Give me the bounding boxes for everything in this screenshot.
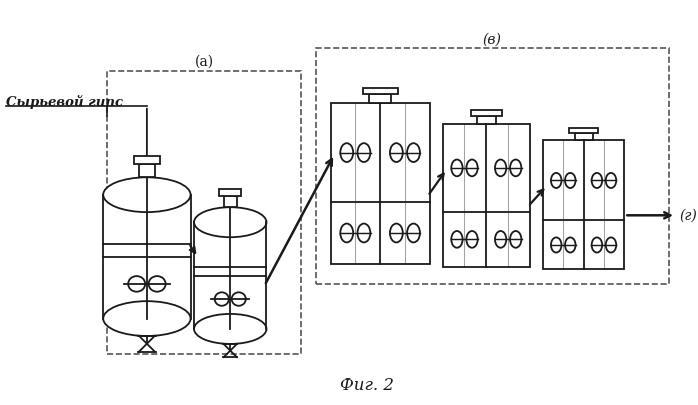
- Ellipse shape: [103, 301, 191, 336]
- Ellipse shape: [495, 231, 506, 248]
- Text: (в): (в): [483, 32, 502, 46]
- Bar: [315, 48, 669, 284]
- Ellipse shape: [194, 314, 267, 344]
- Bar: [194, 222, 267, 329]
- Ellipse shape: [232, 292, 246, 306]
- Bar: [471, 110, 502, 116]
- Ellipse shape: [341, 143, 353, 162]
- Bar: [543, 141, 624, 269]
- Ellipse shape: [510, 160, 521, 176]
- Bar: [107, 71, 301, 354]
- Bar: [570, 128, 598, 133]
- Ellipse shape: [390, 143, 403, 162]
- Bar: [219, 189, 242, 196]
- Bar: [103, 195, 191, 319]
- Bar: [224, 196, 237, 207]
- Ellipse shape: [551, 237, 561, 253]
- Ellipse shape: [495, 160, 506, 176]
- Ellipse shape: [149, 276, 165, 292]
- Bar: [103, 244, 191, 319]
- Ellipse shape: [341, 224, 353, 243]
- Ellipse shape: [390, 224, 403, 243]
- Ellipse shape: [565, 173, 576, 188]
- Ellipse shape: [407, 224, 420, 243]
- Ellipse shape: [407, 143, 420, 162]
- Ellipse shape: [592, 173, 602, 188]
- Text: Сырьевой гипс: Сырьевой гипс: [6, 95, 123, 109]
- Ellipse shape: [510, 231, 521, 248]
- Ellipse shape: [592, 237, 602, 253]
- Ellipse shape: [357, 224, 371, 243]
- Ellipse shape: [452, 160, 463, 176]
- Ellipse shape: [606, 237, 616, 253]
- Bar: [477, 116, 496, 124]
- Bar: [331, 103, 430, 264]
- Bar: [133, 156, 161, 164]
- Ellipse shape: [194, 207, 267, 237]
- Bar: [574, 133, 593, 141]
- Ellipse shape: [466, 231, 477, 248]
- Ellipse shape: [128, 276, 145, 292]
- Ellipse shape: [466, 160, 477, 176]
- Bar: [139, 164, 155, 177]
- Bar: [369, 94, 391, 103]
- Ellipse shape: [357, 143, 371, 162]
- Ellipse shape: [103, 177, 191, 212]
- Bar: [443, 124, 530, 266]
- Ellipse shape: [606, 173, 616, 188]
- Ellipse shape: [565, 237, 576, 253]
- Text: (г): (г): [679, 208, 697, 222]
- Bar: [363, 88, 398, 94]
- Text: (а): (а): [195, 55, 214, 69]
- Bar: [194, 267, 267, 329]
- Ellipse shape: [215, 292, 229, 306]
- Text: Фиг. 2: Фиг. 2: [340, 377, 394, 394]
- Ellipse shape: [452, 231, 463, 248]
- Ellipse shape: [551, 173, 561, 188]
